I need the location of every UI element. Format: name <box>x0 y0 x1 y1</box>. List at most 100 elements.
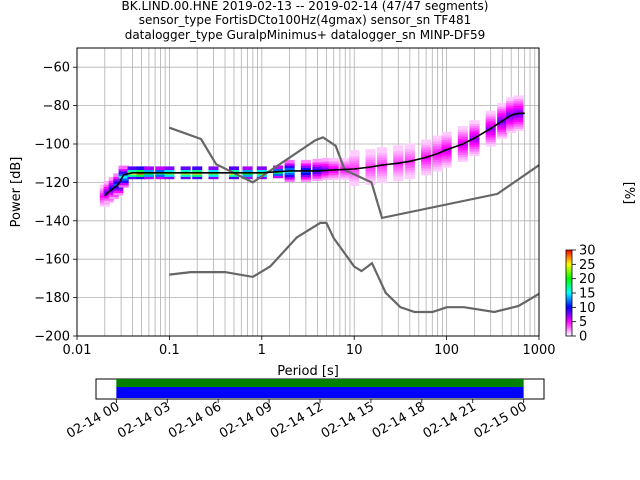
density-cell <box>118 170 129 174</box>
density-cell <box>506 97 517 101</box>
density-cell <box>421 151 432 155</box>
density-cell <box>377 158 388 163</box>
density-cell <box>113 173 124 177</box>
density-cell <box>143 175 154 180</box>
density-cell <box>432 144 443 149</box>
density-cell <box>273 172 284 176</box>
density-cell <box>300 173 311 178</box>
density-cell <box>441 143 452 147</box>
density-cell <box>113 191 124 196</box>
density-cell <box>284 164 295 169</box>
density-cell <box>404 145 415 150</box>
density-cell <box>404 161 415 166</box>
density-cell <box>143 173 154 177</box>
density-cell <box>103 194 114 199</box>
density-cell <box>340 174 351 178</box>
x-tick-label: 100 <box>434 343 459 358</box>
density-cell <box>506 129 517 134</box>
density-cell <box>377 179 388 184</box>
density-cell <box>242 166 253 170</box>
density-cell <box>340 176 351 180</box>
density-cell <box>300 164 311 169</box>
density-cell <box>457 126 468 130</box>
density-cell <box>485 133 496 138</box>
density-cell <box>164 166 175 170</box>
density-cell <box>377 161 388 165</box>
density-cell <box>208 173 219 177</box>
density-cell <box>349 180 360 184</box>
density-cell <box>340 164 351 169</box>
density-cell <box>457 146 468 151</box>
density-cell <box>349 154 360 159</box>
density-cell <box>349 163 360 168</box>
density-cell <box>506 111 517 115</box>
density-cell <box>127 173 138 177</box>
density-cell <box>118 179 129 184</box>
density-cell <box>441 164 452 168</box>
density-cell <box>469 129 480 134</box>
density-cell <box>99 203 110 207</box>
colorbar-tick-label: 10 <box>579 301 596 316</box>
density-cell <box>441 152 452 157</box>
density-cell <box>300 171 311 175</box>
density-cell <box>340 171 351 176</box>
density-cell <box>208 168 219 173</box>
density-cell <box>404 166 415 170</box>
density-cell <box>192 175 203 180</box>
density-cell <box>485 129 496 133</box>
density-cell <box>485 140 496 145</box>
density-cell <box>321 160 332 164</box>
density-cell <box>349 156 360 161</box>
colorbar-tick-label: 15 <box>579 287 596 302</box>
density-cell <box>393 152 404 156</box>
density-cell <box>441 141 452 145</box>
density-cell <box>365 181 376 185</box>
mode-curve <box>104 112 525 197</box>
density-cell <box>441 150 452 154</box>
density-cell <box>404 143 415 147</box>
density-cell <box>506 115 517 120</box>
density-cell <box>321 171 332 176</box>
density-cell <box>349 161 360 166</box>
density-cell <box>469 134 480 138</box>
y-tick-label: −140 <box>34 214 70 229</box>
timeline-tick-label: 02-14 09 <box>217 399 275 441</box>
timeline-tick-label: 02-14 06 <box>166 399 224 441</box>
timeline-bar <box>116 379 524 387</box>
density-cell <box>485 142 496 147</box>
density-cell <box>441 161 452 166</box>
density-cell <box>103 185 114 190</box>
density-cell <box>300 162 311 166</box>
density-cell <box>365 172 376 176</box>
density-cell <box>377 165 388 170</box>
density-cell <box>457 158 468 162</box>
density-cell <box>312 158 323 163</box>
density-cell <box>513 120 524 125</box>
density-cell <box>421 169 432 174</box>
density-cell <box>328 174 339 178</box>
density-cell <box>228 175 239 180</box>
density-cell <box>118 184 129 188</box>
density-cell <box>432 163 443 167</box>
density-cell <box>242 173 253 177</box>
density-cell <box>513 123 524 127</box>
density-cell <box>180 173 191 177</box>
density-cell <box>432 161 443 165</box>
density-cell <box>365 149 376 153</box>
density-cell <box>256 168 267 173</box>
density-cell <box>365 153 376 158</box>
timeline-tick-label: 02-14 15 <box>319 399 377 441</box>
colorbar-ramp <box>565 249 573 337</box>
density-cell <box>485 136 496 140</box>
density-cell <box>441 136 452 141</box>
density-cell <box>469 152 480 157</box>
density-cell <box>404 152 415 157</box>
density-cell <box>513 97 524 102</box>
density-cell <box>421 162 432 167</box>
density-cell <box>513 125 524 129</box>
density-cell <box>506 120 517 124</box>
density-cell <box>513 102 524 106</box>
density-cell <box>441 154 452 159</box>
density-cell <box>377 151 388 156</box>
